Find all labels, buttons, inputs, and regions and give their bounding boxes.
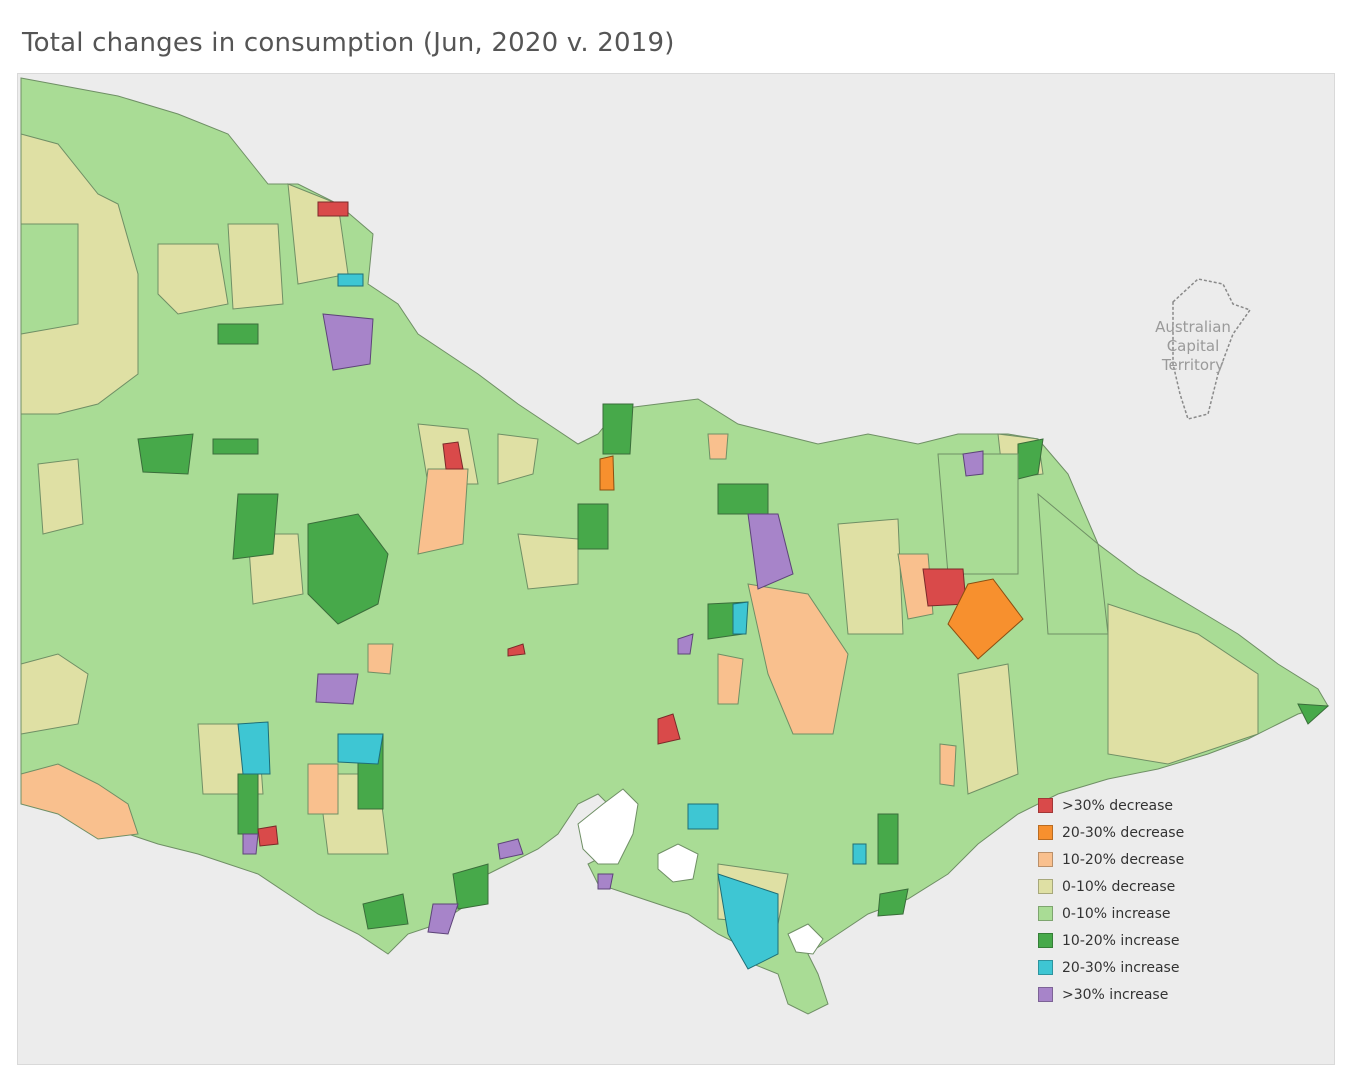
legend-item-20-30-increase[interactable]: 20-30% increase <box>1038 954 1238 981</box>
act-outline <box>1172 278 1252 420</box>
western-port <box>657 843 699 883</box>
legend-item-0-10-decrease[interactable]: 0-10% decrease <box>1038 873 1238 900</box>
legend-swatch <box>1038 933 1053 948</box>
map[interactable]: Australian Capital Territory <box>17 73 1335 1065</box>
legend-label: 0-10% decrease <box>1062 878 1176 895</box>
regions-20-30-increase <box>237 273 867 970</box>
regions-10-20-increase <box>137 323 1330 930</box>
legend-item-20-30-decrease[interactable]: 20-30% decrease <box>1038 819 1238 846</box>
corner-inlet <box>787 923 824 955</box>
legend-label: 20-30% decrease <box>1062 824 1185 841</box>
regions-20-30-decrease <box>599 455 1024 660</box>
legend-item-gt30-increase[interactable]: >30% increase <box>1038 981 1238 1008</box>
legend-label: 10-20% increase <box>1062 932 1180 949</box>
legend-label: 20-30% increase <box>1062 959 1180 976</box>
regions-gt30-increase <box>242 313 984 935</box>
legend-swatch <box>1038 798 1053 813</box>
act-label-line-2: Capital <box>1167 337 1220 355</box>
regions-0-10-increase <box>20 223 1109 635</box>
page-title: Total changes in consumption (Jun, 2020 … <box>22 28 675 58</box>
legend-label: 10-20% decrease <box>1062 851 1185 868</box>
legend-label: >30% increase <box>1062 986 1169 1003</box>
legend-item-gt30-decrease[interactable]: >30% decrease <box>1038 792 1238 819</box>
legend-swatch <box>1038 906 1053 921</box>
map-canvas: Australian Capital Territory <box>20 77 1330 1015</box>
legend-swatch <box>1038 879 1053 894</box>
regions-10-20-decrease <box>20 433 957 840</box>
regions-gt30-decrease <box>257 201 967 847</box>
act-label-line-1: Australian <box>1155 318 1231 336</box>
legend-swatch <box>1038 852 1053 867</box>
legend-swatch <box>1038 825 1053 840</box>
legend-swatch <box>1038 960 1053 975</box>
port-phillip-bay <box>577 788 639 865</box>
legend-item-0-10-increase[interactable]: 0-10% increase <box>1038 900 1238 927</box>
legend-item-10-20-decrease[interactable]: 10-20% decrease <box>1038 846 1238 873</box>
legend-label: >30% decrease <box>1062 797 1174 814</box>
legend: >30% decrease 20-30% decrease 10-20% dec… <box>1038 792 1238 1008</box>
legend-label: 0-10% increase <box>1062 905 1171 922</box>
legend-item-10-20-increase[interactable]: 10-20% increase <box>1038 927 1238 954</box>
legend-swatch <box>1038 987 1053 1002</box>
act-label-line-3: Territory <box>1161 356 1224 374</box>
